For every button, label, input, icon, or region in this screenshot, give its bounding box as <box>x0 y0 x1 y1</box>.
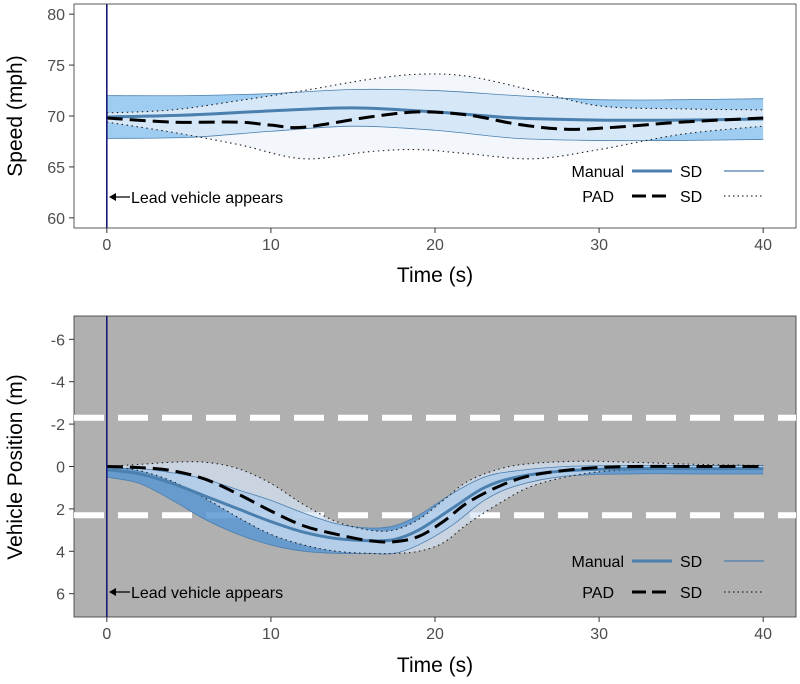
speed-legend: Manual SD PAD SD <box>572 164 764 206</box>
position-ytick-label: 0 <box>56 460 65 477</box>
position-legend: Manual SD PAD SD <box>572 554 764 602</box>
speed-pad-sd-upper <box>106 73 764 114</box>
speed-legend-manual-sd-label: SD <box>680 164 702 181</box>
position-ytick-label: -2 <box>51 417 65 434</box>
position-ytick-label: -4 <box>51 375 65 392</box>
speed-panel: 0 10 20 30 40 60 65 70 75 80 Lead vehicle appear… <box>4 3 797 287</box>
position-legend-pad-sd-label: SD <box>680 585 702 602</box>
speed-xtick-label: 20 <box>426 237 444 254</box>
position-ylabel: Vehicle Position (m) <box>4 374 27 560</box>
position-annotation-arrowhead <box>109 588 116 596</box>
speed-ytick-label: 65 <box>47 160 65 177</box>
position-pad-mean-line <box>106 464 764 544</box>
position-legend-manual-sd-label: SD <box>680 554 702 571</box>
position-xlabel: Time (s) <box>397 654 473 677</box>
speed-legend-pad-label: PAD <box>582 189 614 206</box>
position-xtick-label: 30 <box>590 626 608 643</box>
speed-manual-sd-upper <box>106 88 764 101</box>
speed-xlabel: Time (s) <box>397 264 473 287</box>
speed-xtick-label: 40 <box>754 237 772 254</box>
position-xtick-label: 20 <box>426 626 444 643</box>
speed-ytick-label: 80 <box>47 7 65 24</box>
speed-pad-sd-lower <box>106 121 764 160</box>
position-xtick-label: 40 <box>754 626 772 643</box>
position-ytick-label: 2 <box>56 502 65 519</box>
speed-pad-mean-line <box>106 110 764 131</box>
position-manual-sd-lower <box>106 473 764 555</box>
position-legend-pad-label: PAD <box>582 585 614 602</box>
speed-xtick-label: 0 <box>102 237 111 254</box>
position-annotation: Lead vehicle appears <box>109 585 283 602</box>
speed-manual-sd-lower <box>106 125 764 142</box>
position-ytick-label: -6 <box>51 332 65 349</box>
speed-legend-pad-sd-label: SD <box>680 189 702 206</box>
speed-xtick-label: 10 <box>262 237 280 254</box>
position-panel: 0 10 20 30 40 -6 -4 -2 0 2 4 6 Lead vehicle appear… <box>4 315 797 677</box>
position-ytick-label: 4 <box>56 544 65 561</box>
speed-annotation-arrowhead <box>109 193 116 201</box>
speed-ylabel: Speed (mph) <box>4 55 27 176</box>
position-legend-manual-label: Manual <box>572 554 624 571</box>
speed-ytick-label: 70 <box>47 109 65 126</box>
position-xtick-label: 10 <box>262 626 280 643</box>
speed-legend-manual-label: Manual <box>572 164 624 181</box>
speed-annotation-text: Lead vehicle appears <box>131 190 283 207</box>
speed-ytick-label: 75 <box>47 58 65 75</box>
position-ytick-label: 6 <box>56 587 65 604</box>
position-xtick-label: 0 <box>102 626 111 643</box>
speed-xtick-label: 30 <box>590 237 608 254</box>
position-annotation-text: Lead vehicle appears <box>131 585 283 602</box>
speed-annotation: Lead vehicle appears <box>109 190 283 207</box>
speed-pad-sd-band <box>106 73 764 159</box>
speed-ytick-label: 60 <box>47 211 65 228</box>
